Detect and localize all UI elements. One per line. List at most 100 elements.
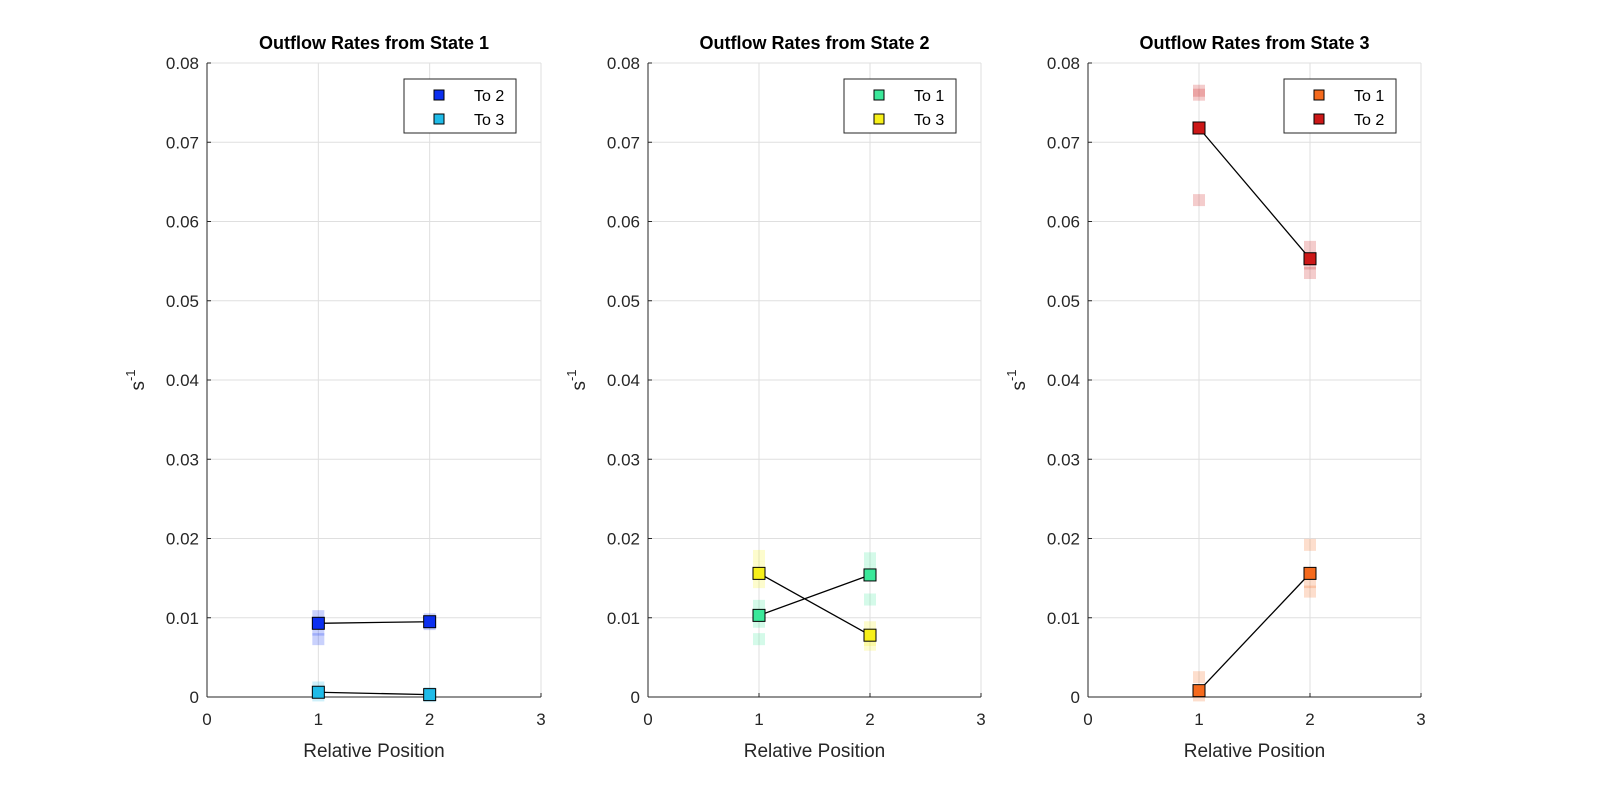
legend-label: To 3 bbox=[914, 112, 944, 129]
replicate-marker bbox=[1304, 585, 1316, 598]
legend-marker bbox=[1313, 113, 1325, 125]
data-point bbox=[311, 616, 325, 630]
legend: To 1 To 2 bbox=[1283, 78, 1397, 134]
y-axis-label-exponent: -1 bbox=[123, 369, 138, 381]
chart-panel-2: 0 1 2 3 0 0.01 0.02 0.03 0.04 0.05 0.06 0.07 0.08 Out… bbox=[564, 33, 986, 762]
y-axis-label: s-1 bbox=[123, 369, 149, 390]
y-axis-label-exponent: -1 bbox=[564, 369, 579, 381]
data-point bbox=[311, 685, 325, 699]
data-point bbox=[1192, 684, 1206, 698]
data-point bbox=[752, 608, 766, 622]
data-point bbox=[1303, 566, 1317, 580]
legend-marker bbox=[873, 113, 885, 125]
replicate-marker bbox=[864, 552, 876, 565]
chart-panel-3: 0 1 2 3 0 0.01 0.02 0.03 0.04 0.05 0.06 0.07 0.08 Out… bbox=[1004, 33, 1426, 762]
x-tick-label: 3 bbox=[1416, 710, 1425, 729]
legend: To 1 To 3 bbox=[843, 78, 957, 134]
y-tick-label: 0.07 bbox=[1047, 133, 1080, 152]
replicate-marker bbox=[1193, 84, 1205, 97]
replicate-marker bbox=[1304, 267, 1316, 280]
y-axis-label-base: s bbox=[128, 381, 149, 391]
y-tick-label: 0 bbox=[631, 688, 640, 707]
y-tick-label: 0.06 bbox=[1047, 213, 1080, 232]
y-tick-label: 0.04 bbox=[607, 371, 640, 390]
y-tick-label: 0.07 bbox=[166, 133, 199, 152]
legend-marker bbox=[433, 113, 445, 125]
y-tick-label: 0.03 bbox=[607, 450, 640, 469]
data-point bbox=[423, 688, 437, 702]
x-tick-label: 2 bbox=[425, 710, 434, 729]
legend-marker bbox=[433, 89, 445, 101]
y-axis-label-exponent: -1 bbox=[1004, 369, 1019, 381]
y-tick-label: 0 bbox=[190, 688, 199, 707]
y-tick-label: 0.08 bbox=[166, 54, 199, 73]
y-tick-label: 0.04 bbox=[166, 371, 199, 390]
x-tick-label: 3 bbox=[536, 710, 545, 729]
legend-label: To 3 bbox=[474, 112, 504, 129]
legend: To 2 To 3 bbox=[403, 78, 517, 134]
replicate-marker bbox=[864, 593, 876, 606]
x-tick-label: 0 bbox=[202, 710, 211, 729]
x-axis-label: Relative Position bbox=[744, 741, 886, 762]
replicate-marker bbox=[753, 633, 765, 646]
legend-label: To 1 bbox=[914, 88, 944, 105]
y-tick-label: 0.06 bbox=[607, 213, 640, 232]
y-tick-label: 0.06 bbox=[166, 213, 199, 232]
series-line bbox=[318, 691, 430, 696]
chart-title: Outflow Rates from State 2 bbox=[699, 33, 929, 53]
replicate-marker bbox=[1193, 194, 1205, 207]
y-tick-label: 0.08 bbox=[607, 54, 640, 73]
replicate-marker bbox=[1304, 240, 1316, 253]
data-point bbox=[423, 615, 437, 629]
y-tick-label: 0.02 bbox=[607, 530, 640, 549]
y-tick-label: 0.03 bbox=[166, 450, 199, 469]
legend-label: To 2 bbox=[474, 88, 504, 105]
legend-box bbox=[1283, 78, 1397, 134]
replicate-marker bbox=[1193, 88, 1205, 101]
x-tick-label: 1 bbox=[754, 710, 763, 729]
chart-title: Outflow Rates from State 1 bbox=[259, 33, 489, 53]
x-axis-label: Relative Position bbox=[1184, 741, 1326, 762]
y-tick-label: 0 bbox=[1071, 688, 1080, 707]
data-point bbox=[863, 568, 877, 582]
replicate-marker bbox=[753, 599, 765, 612]
x-tick-label: 0 bbox=[643, 710, 652, 729]
replicate-marker bbox=[1193, 671, 1205, 684]
y-tick-label: 0.02 bbox=[166, 530, 199, 549]
chart-title: Outflow Rates from State 3 bbox=[1139, 33, 1369, 53]
y-tick-label: 0.05 bbox=[1047, 292, 1080, 311]
series-line bbox=[318, 621, 430, 624]
y-tick-label: 0.01 bbox=[1047, 609, 1080, 628]
x-tick-label: 2 bbox=[865, 710, 874, 729]
y-axis-label-base: s bbox=[1009, 381, 1030, 391]
series-line bbox=[1198, 572, 1311, 692]
replicate-marker bbox=[312, 633, 325, 646]
y-tick-label: 0.04 bbox=[1047, 371, 1080, 390]
replicate-marker bbox=[753, 549, 765, 562]
legend-label: To 1 bbox=[1354, 88, 1384, 105]
legend-box bbox=[843, 78, 957, 134]
legend-marker bbox=[873, 89, 885, 101]
y-tick-label: 0.08 bbox=[1047, 54, 1080, 73]
y-axis-label: s-1 bbox=[1004, 369, 1030, 390]
x-tick-label: 1 bbox=[1194, 710, 1203, 729]
x-tick-label: 0 bbox=[1083, 710, 1092, 729]
y-tick-label: 0.03 bbox=[1047, 450, 1080, 469]
x-axis-label: Relative Position bbox=[303, 741, 445, 762]
y-tick-label: 0.05 bbox=[607, 292, 640, 311]
x-tick-label: 1 bbox=[314, 710, 323, 729]
replicate-marker bbox=[1304, 538, 1316, 551]
data-point bbox=[1303, 252, 1317, 266]
y-axis-label-base: s bbox=[569, 381, 590, 391]
data-point bbox=[752, 566, 766, 580]
replicate-marker bbox=[864, 638, 876, 651]
legend-marker bbox=[1313, 89, 1325, 101]
y-axis-label: s-1 bbox=[564, 369, 590, 390]
y-tick-label: 0.01 bbox=[166, 609, 199, 628]
y-tick-label: 0.07 bbox=[607, 133, 640, 152]
y-tick-label: 0.05 bbox=[166, 292, 199, 311]
series-line bbox=[758, 572, 871, 636]
x-tick-label: 2 bbox=[1305, 710, 1314, 729]
chart-panel-1: 0 1 2 3 0 0.01 0.02 0.03 0.04 0.05 0.06 0.07 0.08 Out… bbox=[123, 33, 546, 762]
